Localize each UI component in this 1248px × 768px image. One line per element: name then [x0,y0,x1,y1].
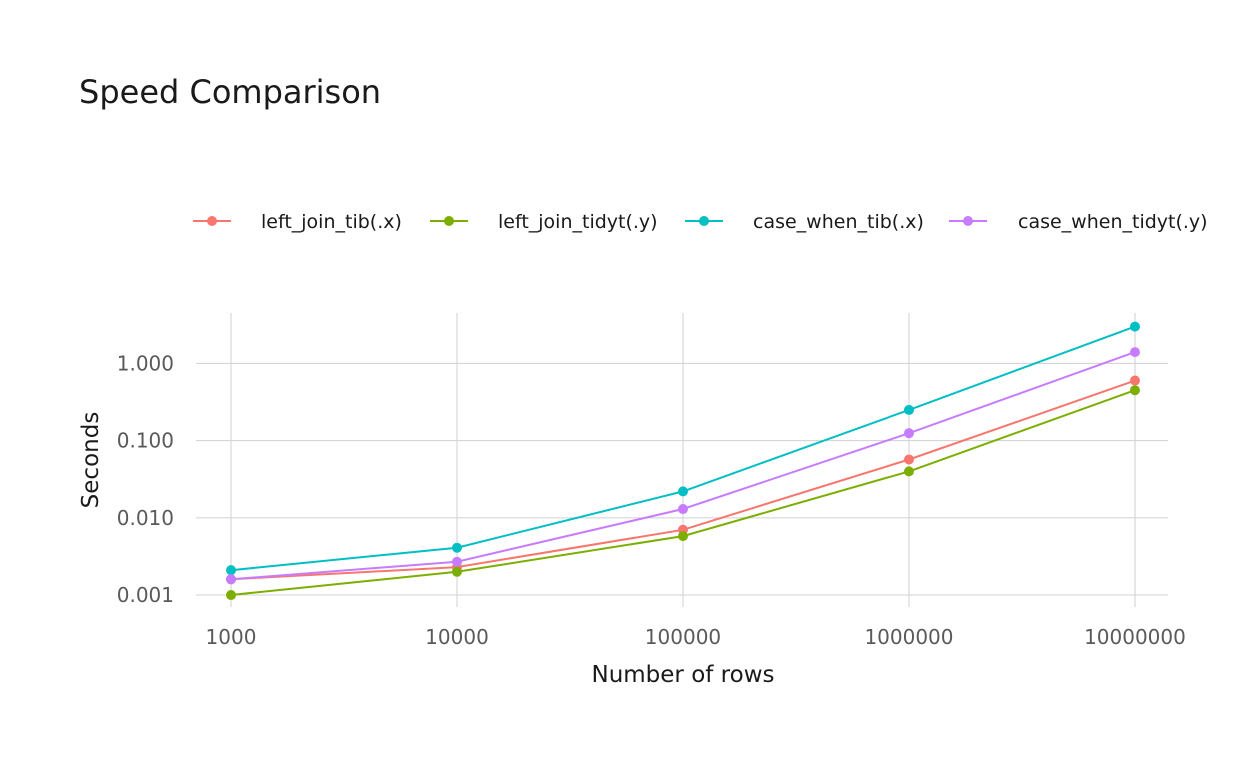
data-point [451,566,462,577]
data-point [1129,375,1140,386]
x-tick-label: 1000000 [864,625,953,649]
data-point [1129,347,1140,358]
y-tick-label: 1.000 [117,351,174,375]
data-point [903,404,914,415]
y-tick-label: 0.010 [117,506,174,530]
series-points [226,321,1140,601]
data-point [903,466,914,477]
data-point [677,504,688,515]
x-tick-label: 10000000 [1084,625,1186,649]
legend-key-point [444,216,454,226]
data-point [226,565,237,576]
data-point [903,454,914,465]
legend-label: case_when_tib(.x) [753,211,924,233]
y-tick-label: 0.001 [117,583,174,607]
y-tick-label: 0.100 [117,429,174,453]
legend-key-point [699,216,709,226]
data-point [451,542,462,553]
data-point [1129,321,1140,332]
x-axis-title: Number of rows [591,662,774,688]
x-axis-ticks: 1000 10000 100000 1000000 10000000 [206,625,1186,649]
legend-key-point [963,216,973,226]
data-point [903,428,914,439]
data-point [451,556,462,567]
chart-title: Speed Comparison [79,73,381,111]
y-axis-ticks: 0.001 0.010 0.100 1.000 [117,351,174,607]
legend-label: left_join_tidyt(.y) [498,211,658,233]
data-point [677,486,688,497]
x-tick-label: 1000 [206,625,257,649]
gridlines [196,313,1168,607]
legend-label: left_join_tib(.x) [261,211,402,233]
x-tick-label: 100000 [645,625,721,649]
legend-label: case_when_tidyt(.y) [1018,211,1208,233]
x-tick-label: 10000 [425,625,489,649]
legend-key-point [207,216,217,226]
legend: left_join_tib(.x) left_join_tidyt(.y) case… [193,211,1208,233]
data-point [226,574,237,585]
data-point [677,531,688,542]
y-axis-title: Seconds [78,412,104,509]
data-point [226,590,237,601]
data-point [1129,385,1140,396]
